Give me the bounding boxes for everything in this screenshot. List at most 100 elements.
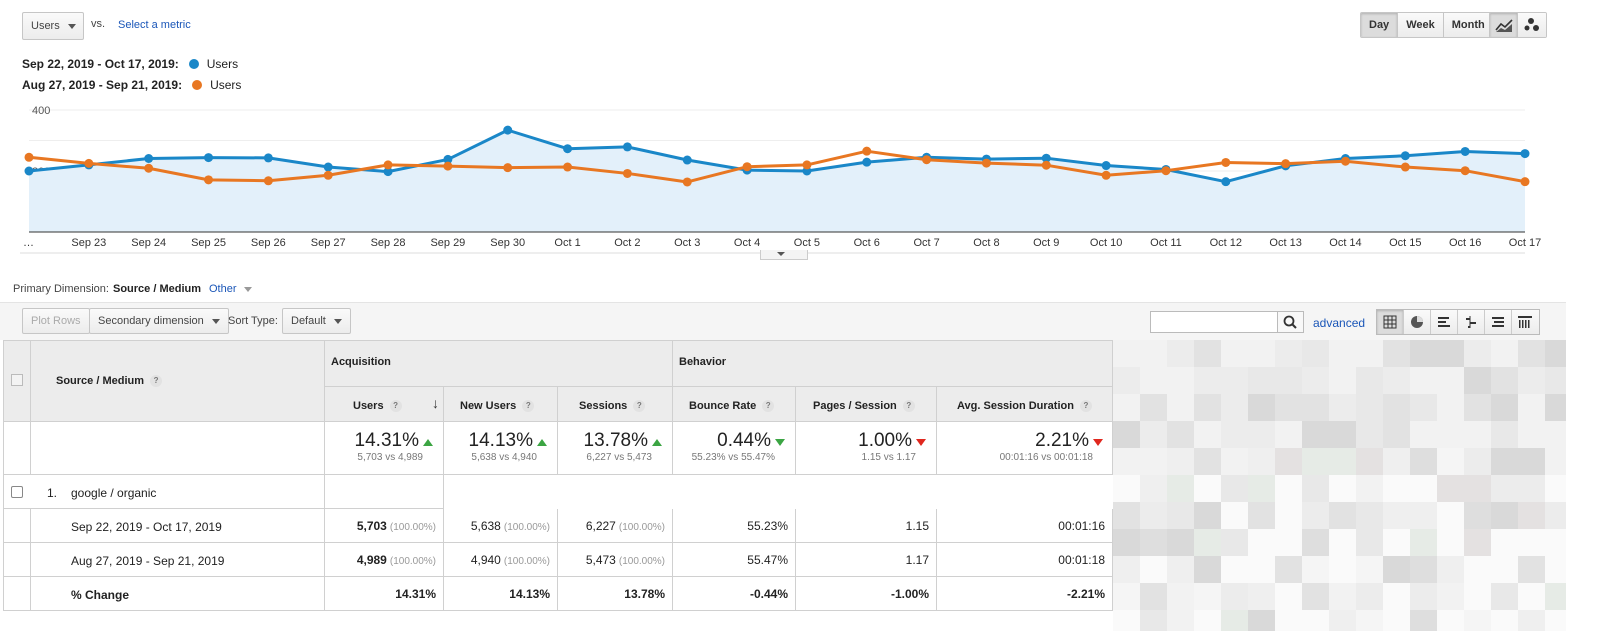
redaction-block — [1329, 502, 1356, 529]
chart-type-toggle — [1489, 12, 1547, 38]
row-date-label: Aug 27, 2019 - Sep 21, 2019 — [71, 554, 225, 568]
chart-collapse-handle[interactable] — [760, 250, 808, 260]
redaction-block — [1437, 448, 1464, 475]
x-tick-label: Oct 3 — [674, 237, 700, 249]
chevron-down-icon — [211, 318, 220, 324]
redaction-block — [1194, 421, 1221, 448]
cell-percent: (100.00%) — [618, 556, 665, 567]
redaction-block — [1167, 502, 1194, 529]
primary-dimension-other[interactable]: Other — [209, 283, 252, 295]
table-row — [3, 509, 1113, 543]
redaction-block — [1113, 367, 1140, 394]
cell-value: 00:01:18 — [1058, 553, 1105, 567]
redaction-block — [1329, 394, 1356, 421]
line-chart-button[interactable] — [1490, 13, 1518, 37]
month-button[interactable]: Month — [1443, 13, 1493, 37]
redaction-block — [1221, 394, 1248, 421]
plot-rows-button[interactable]: Plot Rows — [22, 308, 90, 334]
previous-series-line-point — [204, 175, 214, 185]
summary-row — [3, 422, 1113, 475]
table-cell: -1.00% — [795, 577, 937, 611]
help-icon[interactable]: ? — [762, 400, 775, 413]
x-tick-label: Oct 8 — [973, 237, 999, 249]
pivot-view-button[interactable] — [1512, 310, 1539, 334]
redaction-block — [1383, 421, 1410, 448]
dimension-header[interactable]: Source / Medium? — [56, 375, 163, 388]
redaction-block — [1518, 367, 1545, 394]
row-label-link[interactable]: google / organic — [71, 486, 157, 500]
row-checkbox[interactable] — [11, 486, 23, 498]
term-cloud-view-button[interactable] — [1485, 310, 1512, 334]
redaction-block — [1140, 529, 1167, 556]
table-row-group — [3, 475, 444, 509]
redaction-block — [1329, 556, 1356, 583]
col-header-users[interactable]: Users? ↓ — [325, 387, 444, 422]
sort-type-dropdown[interactable]: Default — [282, 308, 351, 334]
redaction-block — [1194, 448, 1221, 475]
col-header-sessions[interactable]: Sessions? — [558, 387, 672, 422]
help-icon[interactable]: ? — [522, 400, 535, 413]
metric-dropdown[interactable]: Users — [22, 12, 84, 40]
help-icon[interactable]: ? — [389, 400, 402, 413]
redaction-block — [1140, 421, 1167, 448]
current-series-line-point — [563, 144, 573, 154]
redaction-block — [1410, 583, 1437, 610]
redaction-block — [1167, 367, 1194, 394]
legend-previous: Aug 27, 2019 - Sep 21, 2019: Users — [22, 78, 241, 92]
vs-label: vs. — [91, 18, 106, 30]
search-button[interactable] — [1278, 311, 1304, 333]
previous-series-line-point — [742, 162, 752, 172]
previous-series-line-point — [24, 152, 34, 162]
redaction-block — [1491, 583, 1518, 610]
table-cell: -0.44% — [672, 577, 796, 611]
redaction-block — [1410, 610, 1437, 631]
redaction-block — [1302, 583, 1329, 610]
period-toggle: Day Week Month — [1360, 12, 1494, 38]
redaction-block — [1437, 502, 1464, 529]
redaction-block — [1275, 367, 1302, 394]
help-icon[interactable]: ? — [150, 375, 163, 388]
week-button[interactable]: Week — [1398, 13, 1444, 37]
redaction-block — [1329, 475, 1356, 502]
select-all-checkbox[interactable] — [11, 374, 23, 386]
redaction-block — [1194, 502, 1221, 529]
legend-previous-range: Aug 27, 2019 - Sep 21, 2019: — [22, 78, 183, 92]
performance-view-button[interactable] — [1431, 310, 1458, 334]
col-header-bounce-rate[interactable]: Bounce Rate? — [673, 387, 796, 422]
redaction-block — [1275, 502, 1302, 529]
redaction-block — [1221, 475, 1248, 502]
select-metric-link[interactable]: Select a metric — [118, 19, 191, 31]
cell-value: 13.78% — [624, 587, 665, 601]
col-header-avg-duration[interactable]: Avg. Session Duration? — [937, 387, 1113, 422]
legend-previous-dot — [192, 80, 203, 90]
table-search-input[interactable] — [1150, 311, 1278, 333]
cell-value: -0.44% — [749, 587, 788, 601]
redaction-block — [1167, 583, 1194, 610]
data-view-button[interactable] — [1377, 310, 1404, 334]
table-grid-icon — [1383, 315, 1397, 329]
redaction-block — [1491, 610, 1518, 631]
comparison-view-button[interactable] — [1458, 310, 1485, 334]
legend-current: Sep 22, 2019 - Oct 17, 2019: Users — [22, 57, 238, 71]
advanced-link[interactable]: advanced — [1313, 316, 1366, 330]
summary-pages-sub: 1.15 vs 1.17 — [861, 452, 916, 463]
secondary-dimension-dropdown[interactable]: Secondary dimension — [89, 308, 229, 334]
col-bounce-label: Bounce Rate — [689, 400, 757, 412]
help-icon[interactable]: ? — [633, 400, 646, 413]
col-sessions-label: Sessions — [579, 400, 628, 412]
redaction-block — [1194, 583, 1221, 610]
help-icon[interactable]: ? — [902, 400, 915, 413]
cell-value: 00:01:16 — [1058, 519, 1105, 533]
redaction-block — [1410, 340, 1437, 367]
col-header-pages-session[interactable]: Pages / Session? — [796, 387, 937, 422]
current-series-line-point — [682, 155, 692, 165]
pie-view-button[interactable] — [1404, 310, 1431, 334]
redaction-block — [1194, 394, 1221, 421]
col-header-new-users[interactable]: New Users? — [444, 387, 558, 422]
redaction-block — [1248, 583, 1275, 610]
redaction-block — [1302, 421, 1329, 448]
motion-chart-button[interactable] — [1518, 13, 1546, 37]
help-icon[interactable]: ? — [1079, 400, 1092, 413]
cell-percent: (100.00%) — [503, 556, 550, 567]
day-button[interactable]: Day — [1361, 13, 1399, 37]
